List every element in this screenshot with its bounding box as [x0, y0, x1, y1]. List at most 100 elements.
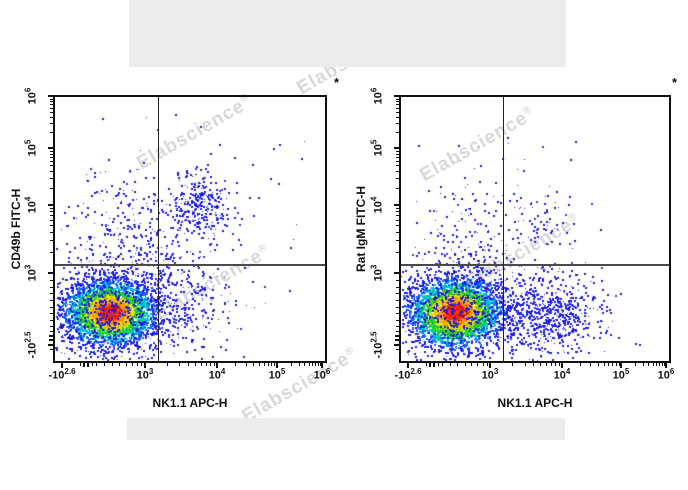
x-minor-tick	[525, 363, 526, 366]
x-minor-tick	[92, 363, 93, 366]
x-minor-tick	[141, 363, 142, 366]
y-tick-label: -102.5	[23, 331, 39, 359]
scatter-canvas	[401, 97, 669, 361]
y-minor-tick	[396, 215, 399, 216]
y-minor-tick	[396, 108, 399, 109]
y-minor-tick	[50, 104, 53, 105]
x-minor-tick	[318, 363, 319, 366]
x-minor-tick	[590, 363, 591, 366]
x-tick-label: 105	[268, 367, 286, 382]
x-minor-tick	[304, 363, 305, 366]
y-minor-tick	[50, 232, 53, 233]
y-minor-tick	[396, 132, 399, 133]
bottom-gray-band	[127, 418, 565, 440]
x-minor-tick	[201, 363, 202, 366]
x-minor-tick	[315, 363, 316, 366]
x-minor-tick	[619, 363, 620, 366]
x-minor-tick	[195, 363, 196, 366]
x-tick-label: -102.6	[48, 367, 76, 382]
y-minor-tick	[395, 335, 399, 337]
x-major-tick	[216, 363, 218, 368]
x-minor-tick	[291, 363, 292, 366]
x-minor-tick	[214, 363, 215, 366]
x-minor-tick	[477, 363, 478, 366]
x-minor-tick	[253, 363, 254, 366]
x-minor-tick	[465, 363, 466, 366]
x-minor-tick	[580, 363, 581, 366]
y-tick-label: 105	[369, 139, 385, 157]
x-minor-tick	[271, 363, 272, 366]
x-minor-tick	[546, 363, 547, 366]
x-minor-tick	[299, 363, 300, 366]
y-minor-tick	[396, 307, 399, 308]
y-minor-tick	[396, 123, 399, 124]
y-minor-tick	[396, 232, 399, 233]
y-major-tick	[48, 204, 53, 206]
y-major-tick	[48, 272, 53, 274]
significance-asterisk: *	[672, 75, 678, 90]
y-tick-label: -102.5	[369, 331, 385, 359]
x-minor-tick	[540, 363, 541, 366]
y-minor-tick	[396, 211, 399, 212]
quadrant-gate-horizontal	[401, 264, 669, 266]
x-minor-tick	[235, 363, 236, 366]
x-minor-tick	[246, 363, 247, 366]
y-minor-tick	[396, 240, 399, 241]
x-minor-tick	[259, 363, 260, 366]
y-minor-tick	[50, 225, 53, 226]
x-minor-tick	[604, 363, 605, 366]
x-minor-tick	[608, 363, 609, 366]
x-tick-label: 106	[313, 367, 331, 382]
y-minor-tick	[396, 300, 399, 301]
quadrant-gate-vertical	[158, 97, 159, 361]
x-tick-label: 106	[657, 367, 675, 382]
y-minor-tick	[396, 165, 399, 166]
y-minor-tick	[50, 313, 53, 314]
x-minor-tick	[656, 363, 657, 366]
y-minor-tick	[396, 171, 399, 172]
x-major-tick	[489, 363, 491, 368]
scatter-canvas	[55, 97, 325, 361]
x-minor-tick	[119, 363, 120, 366]
y-minor-tick	[396, 151, 399, 152]
y-minor-tick	[396, 104, 399, 105]
y-minor-tick	[396, 157, 399, 158]
x-major-tick	[561, 363, 563, 368]
y-minor-tick	[396, 225, 399, 226]
y-minor-tick	[50, 171, 53, 172]
x-minor-tick	[268, 363, 269, 366]
x-minor-tick	[206, 363, 207, 366]
x-minor-tick	[320, 363, 321, 366]
y-minor-tick	[50, 99, 53, 100]
x-minor-tick	[442, 363, 443, 366]
y-minor-tick	[396, 252, 399, 253]
y-minor-tick	[50, 154, 53, 155]
y-minor-tick	[49, 339, 53, 341]
y-minor-tick	[50, 287, 53, 288]
x-minor-tick	[83, 363, 85, 367]
x-minor-tick	[274, 363, 275, 366]
y-tick-label: 103	[369, 264, 385, 282]
x-major-tick	[144, 363, 146, 368]
y-minor-tick	[50, 215, 53, 216]
x-minor-tick	[104, 363, 105, 366]
y-minor-tick	[396, 208, 399, 209]
x-major-tick	[407, 363, 409, 368]
y-major-tick	[394, 204, 399, 206]
x-tick-label: 105	[612, 367, 630, 382]
y-minor-tick	[50, 208, 53, 209]
y-minor-tick	[396, 320, 399, 321]
y-minor-tick	[50, 157, 53, 158]
y-minor-tick	[50, 331, 53, 332]
y-minor-tick	[396, 99, 399, 100]
y-minor-tick	[396, 154, 399, 155]
x-minor-tick	[659, 363, 660, 366]
x-minor-tick	[309, 363, 310, 366]
y-tick-label: 106	[23, 87, 39, 105]
y-minor-tick	[396, 293, 399, 294]
y-minor-tick	[50, 320, 53, 321]
y-minor-tick	[50, 151, 53, 152]
x-minor-tick	[433, 363, 435, 367]
x-minor-tick	[112, 363, 113, 366]
